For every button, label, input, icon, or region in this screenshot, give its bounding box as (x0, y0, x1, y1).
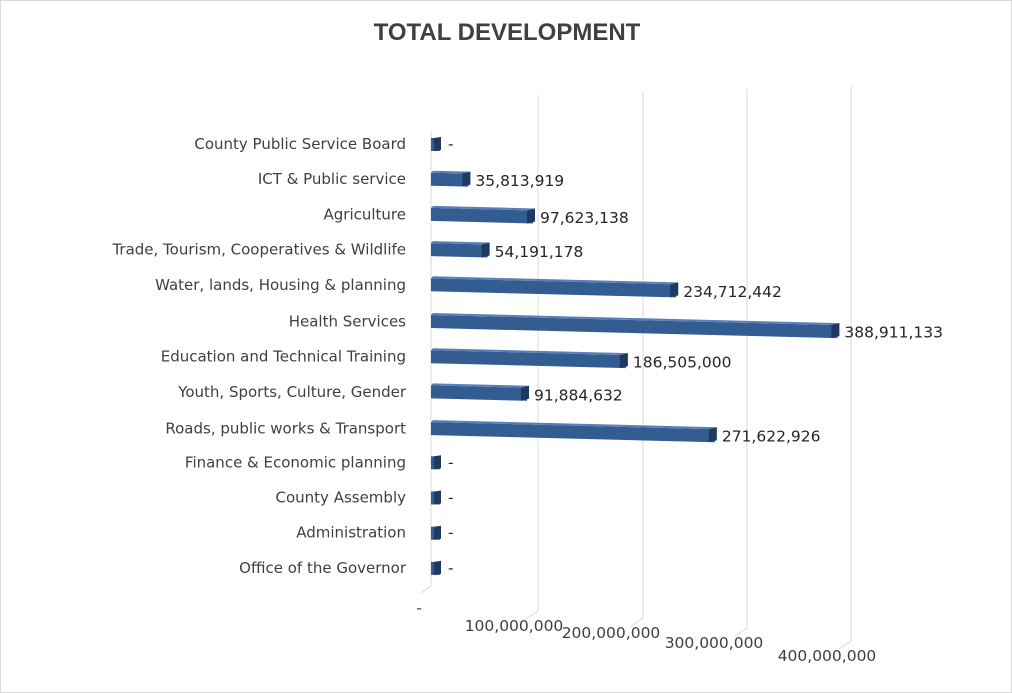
bar-end-finance-and-economic-planning (434, 455, 441, 470)
category-label-water-lands-housing-and-planning: Water, lands, Housing & planning (155, 276, 406, 294)
chart-title: TOTAL DEVELOPMENT (373, 19, 641, 46)
value-label-finance-and-economic-planning: - (448, 453, 454, 471)
category-label-education-and-technical-training: Education and Technical Training (161, 348, 406, 366)
bar-end-youth-sports-culture-gender (521, 385, 530, 401)
category-label-ict-and-public-service: ICT & Public service (258, 170, 406, 188)
bar-ict-and-public-service (431, 172, 469, 187)
gridline-4 (838, 86, 852, 650)
value-label-education-and-technical-training: 186,505,000 (633, 354, 732, 372)
value-label-office-of-the-governor: - (448, 559, 454, 577)
gridline-2 (630, 92, 644, 627)
bar-water-lands-housing-and-planning (431, 278, 677, 298)
value-label-county-public-service-board: - (448, 135, 454, 153)
value-label-water-lands-housing-and-planning: 234,712,442 (683, 283, 782, 301)
value-label-agriculture: 97,623,138 (540, 209, 629, 227)
bar-top-agriculture (431, 205, 536, 211)
category-label-trade-tourism-cooperatives-and-wildlife: Trade, Tourism, Cooperatives & Wildlife (111, 241, 406, 259)
category-label-youth-sports-culture-gender: Youth, Sports, Culture, Gender (177, 383, 407, 401)
value-label-youth-sports-culture-gender: 91,884,632 (534, 386, 623, 404)
x-tick-label-3: 300,000,000 (665, 634, 764, 652)
bar-end-administration (434, 525, 441, 540)
category-label-finance-and-economic-planning: Finance & Economic planning (185, 453, 406, 471)
bar-top-water-lands-housing-and-planning (431, 276, 679, 285)
category-label-health-services: Health Services (289, 313, 406, 331)
bar-end-trade-tourism-cooperatives-and-wildlife (481, 242, 490, 258)
value-label-ict-and-public-service: 35,813,919 (475, 172, 564, 190)
bar-agriculture (431, 207, 534, 224)
bar-end-education-and-technical-training (619, 353, 628, 369)
bar-end-water-lands-housing-and-planning (670, 282, 679, 298)
bar-top-health-services (431, 313, 840, 326)
category-label-office-of-the-governor: Office of the Governor (239, 559, 407, 577)
bar-end-roads-public-works-and-transport (708, 427, 717, 443)
x-tick-label-2: 200,000,000 (562, 624, 661, 642)
bar-trade-tourism-cooperatives-and-wildlife (431, 243, 488, 258)
category-label-county-assembly: County Assembly (276, 489, 407, 507)
bar-end-health-services (831, 323, 840, 339)
bar-top-youth-sports-culture-gender (431, 383, 530, 388)
bar-education-and-technical-training (431, 350, 626, 369)
bar-top-education-and-technical-training (431, 348, 628, 356)
bar-end-county-assembly (434, 490, 441, 505)
gridline-3 (734, 89, 748, 637)
x-tick-label-1: 100,000,000 (465, 617, 564, 635)
bar-end-county-public-service-board (434, 137, 441, 151)
x-tick-label-4: 400,000,000 (778, 647, 877, 665)
value-label-roads-public-works-and-transport: 271,622,926 (722, 428, 821, 446)
bar-end-agriculture (527, 208, 536, 224)
y-axis-line (420, 131, 432, 594)
bar-roads-public-works-and-transport (431, 422, 715, 443)
category-label-county-public-service-board: County Public Service Board (194, 135, 406, 153)
category-label-agriculture: Agriculture (324, 205, 407, 223)
gridline-1 (525, 95, 539, 620)
bar-top-ict-and-public-service (431, 170, 471, 174)
bar-end-office-of-the-governor (434, 560, 441, 575)
bar-top-trade-tourism-cooperatives-and-wildlife (431, 241, 490, 245)
value-label-trade-tourism-cooperatives-and-wildlife: 54,191,178 (495, 243, 584, 261)
value-label-administration: - (448, 524, 454, 542)
x-tick-label-0: - (416, 599, 422, 617)
bar-top-roads-public-works-and-transport (431, 420, 717, 430)
value-label-health-services: 388,911,133 (844, 324, 943, 342)
bar-end-ict-and-public-service (462, 171, 471, 187)
bar-youth-sports-culture-gender (431, 385, 528, 401)
category-label-administration: Administration (296, 524, 406, 542)
value-label-county-assembly: - (448, 489, 454, 507)
bar-health-services (431, 315, 838, 339)
category-label-roads-public-works-and-transport: Roads, public works & Transport (165, 420, 406, 438)
